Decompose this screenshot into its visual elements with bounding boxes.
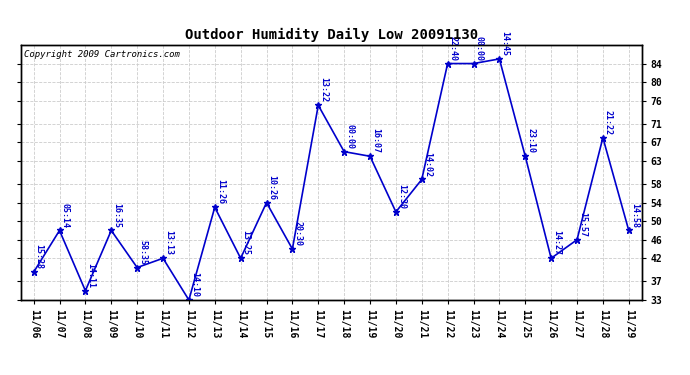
- Text: 00:00: 00:00: [475, 36, 484, 61]
- Text: 23:10: 23:10: [526, 129, 535, 153]
- Text: 13:25: 13:25: [241, 231, 250, 255]
- Text: 14:58: 14:58: [630, 202, 639, 228]
- Text: 11:26: 11:26: [216, 180, 225, 204]
- Text: Copyright 2009 Cartronics.com: Copyright 2009 Cartronics.com: [23, 50, 179, 59]
- Text: 16:07: 16:07: [371, 129, 380, 153]
- Text: 10:26: 10:26: [268, 175, 277, 200]
- Text: 14:27: 14:27: [552, 231, 561, 255]
- Text: 15:28: 15:28: [34, 244, 43, 269]
- Text: 22:40: 22:40: [448, 36, 457, 61]
- Title: Outdoor Humidity Daily Low 20091130: Outdoor Humidity Daily Low 20091130: [185, 28, 477, 42]
- Text: 16:35: 16:35: [112, 202, 121, 228]
- Text: 20:30: 20:30: [293, 221, 302, 246]
- Text: 12:30: 12:30: [397, 184, 406, 209]
- Text: 21:22: 21:22: [604, 110, 613, 135]
- Text: 13:13: 13:13: [164, 231, 173, 255]
- Text: 14:02: 14:02: [423, 152, 432, 177]
- Text: 14:11: 14:11: [86, 263, 95, 288]
- Text: 58:35: 58:35: [138, 240, 147, 265]
- Text: 14:10: 14:10: [190, 272, 199, 297]
- Text: 13:22: 13:22: [319, 78, 328, 102]
- Text: 15:57: 15:57: [578, 212, 587, 237]
- Text: 14:45: 14:45: [500, 31, 509, 56]
- Text: 05:14: 05:14: [61, 202, 70, 228]
- Text: 00:00: 00:00: [345, 124, 354, 149]
